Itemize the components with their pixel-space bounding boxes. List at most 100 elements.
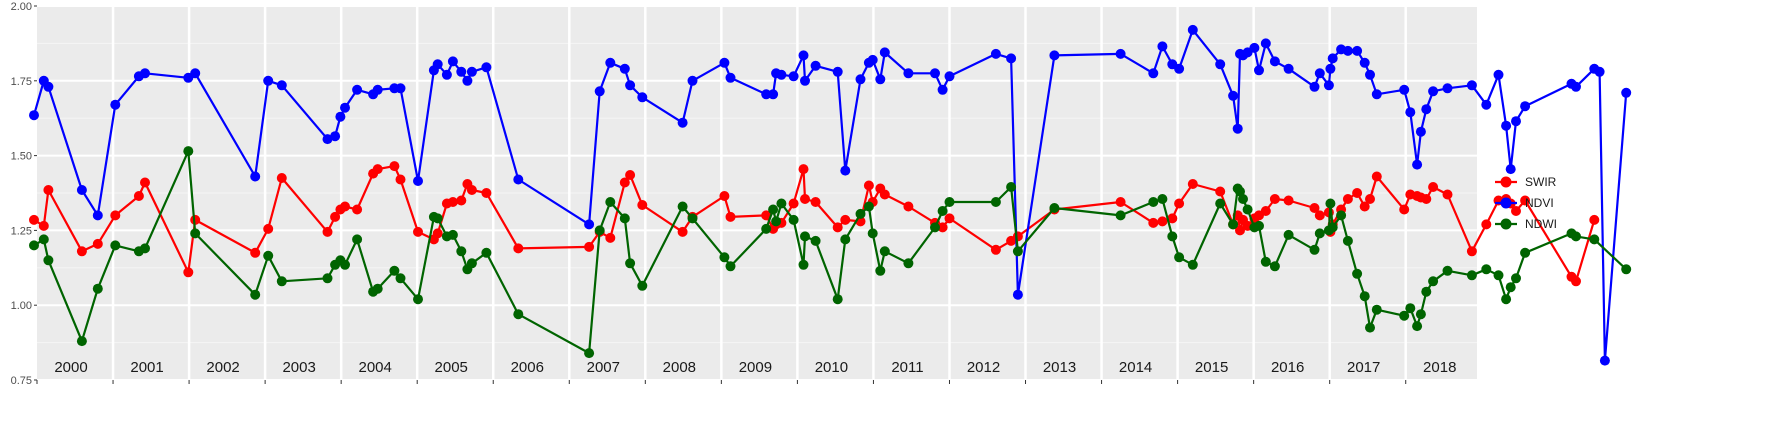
data-point [867, 54, 878, 65]
data-point [1511, 116, 1521, 127]
data-point [637, 280, 648, 291]
data-point [76, 185, 87, 195]
data-point [1314, 68, 1325, 79]
data-point [1442, 265, 1453, 276]
data-point [1228, 219, 1239, 230]
data-point [190, 228, 201, 239]
data-point [619, 213, 630, 224]
data-point [800, 75, 810, 86]
data-point [1493, 69, 1504, 80]
data-point [276, 276, 287, 287]
series-layer [29, 24, 1632, 366]
data-point [1365, 322, 1375, 333]
data-point [1571, 276, 1581, 287]
data-point [1359, 57, 1370, 68]
data-point [1493, 270, 1504, 281]
year-label: 2018 [1423, 359, 1456, 376]
major-gridlines [37, 5, 1477, 381]
year-label: 2007 [587, 359, 620, 376]
data-point [1589, 234, 1600, 245]
year-label: 2015 [1195, 359, 1228, 376]
year-label: 2017 [1347, 359, 1380, 376]
data-point [1235, 225, 1245, 236]
data-point [1415, 309, 1426, 320]
data-point [619, 177, 630, 188]
data-point [140, 68, 150, 79]
data-point [1365, 69, 1375, 80]
data-point [1325, 198, 1336, 209]
data-point [38, 234, 49, 245]
data-point [1342, 45, 1353, 56]
data-point [855, 74, 866, 85]
data-point [263, 250, 274, 261]
data-point [352, 84, 363, 95]
data-point [1599, 355, 1610, 366]
data-point [1466, 246, 1477, 257]
data-point [92, 238, 103, 249]
data-point [1309, 244, 1320, 255]
data-point [340, 259, 350, 270]
data-point [1012, 246, 1023, 257]
data-point [1520, 195, 1531, 206]
y-tick-label: 1.00 [11, 300, 32, 312]
data-point [1260, 256, 1271, 267]
data-point [1187, 179, 1198, 189]
data-point [879, 246, 890, 257]
data-point [867, 228, 878, 239]
y-axis: 0.75 1.00 1.25 1.50 1.75 2.00 [11, 1, 37, 387]
data-point [1174, 252, 1185, 263]
data-point [183, 267, 194, 278]
data-point [43, 81, 54, 92]
year-label: 2013 [1043, 359, 1076, 376]
data-point [903, 201, 914, 212]
data-point [1511, 206, 1521, 216]
data-point [863, 180, 874, 191]
data-point [1215, 186, 1226, 197]
data-point [1309, 203, 1320, 213]
legend-key-point [1500, 218, 1512, 230]
data-point [513, 243, 524, 254]
data-point [29, 110, 39, 121]
data-point [1421, 104, 1432, 115]
data-point [1260, 38, 1271, 49]
data-point [761, 210, 772, 221]
data-point [1505, 282, 1516, 293]
data-point [930, 68, 940, 79]
data-point [1428, 86, 1439, 97]
data-point [594, 225, 605, 236]
data-point [389, 265, 400, 276]
data-point [800, 194, 810, 204]
data-point [1157, 194, 1168, 204]
data-point [1359, 291, 1370, 302]
data-point [441, 69, 452, 80]
data-point [944, 197, 955, 207]
data-point [1283, 63, 1294, 74]
data-point [768, 89, 779, 100]
data-point [990, 48, 1001, 59]
data-point [687, 213, 698, 224]
data-point [340, 201, 350, 212]
data-point [1342, 235, 1353, 246]
legend-label: SWIR [1525, 175, 1557, 189]
data-point [352, 234, 363, 245]
data-point [625, 170, 636, 180]
data-point [1006, 182, 1017, 192]
year-label: 2010 [815, 359, 848, 376]
data-point [677, 117, 688, 128]
data-point [140, 177, 150, 188]
data-point [1589, 214, 1600, 225]
legend-key-point [1500, 176, 1512, 188]
data-point [903, 68, 914, 79]
data-point [1428, 276, 1439, 287]
data-point [481, 188, 492, 198]
data-point [1342, 194, 1353, 204]
data-point [1501, 120, 1512, 131]
data-point [1505, 164, 1516, 175]
data-point [322, 134, 333, 145]
data-point [1399, 204, 1410, 215]
data-point [1049, 50, 1060, 61]
data-point [250, 247, 261, 258]
data-point [1399, 84, 1410, 95]
data-point [719, 252, 730, 263]
data-point [1260, 206, 1271, 216]
